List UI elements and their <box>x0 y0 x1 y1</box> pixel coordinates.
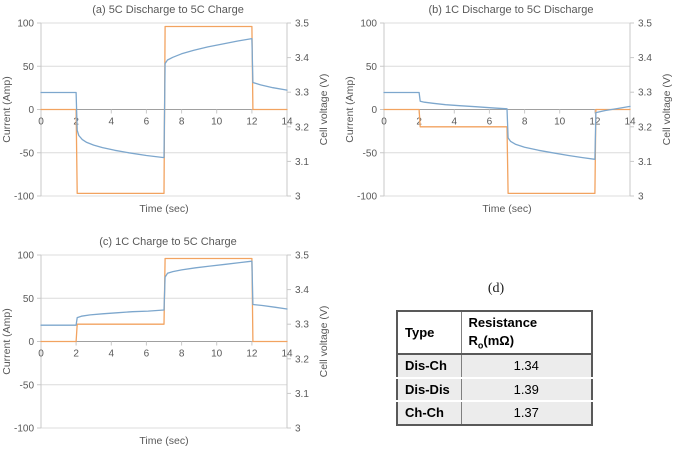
chart-panel-c: 100 50 0 -50 -100 3.5 3.4 3.3 3.2 3.1 3 0 2 4 6 8 10 12 14… <box>0 232 342 454</box>
x-tick-label: 14 <box>624 117 636 128</box>
right-tick-label: 3.4 <box>295 53 309 64</box>
left-tick-label: 0 <box>28 105 34 116</box>
x-tick-label: 4 <box>109 117 115 128</box>
left-tick-label: 100 <box>17 19 34 30</box>
right-tick-label: 3 <box>638 192 644 203</box>
left-tick-label: -100 <box>14 192 34 203</box>
left-tick-label: 50 <box>23 62 35 73</box>
x-tick-label: 12 <box>246 349 258 360</box>
left-tick-label: 0 <box>28 337 34 348</box>
x-tick-label: 8 <box>179 117 185 128</box>
chart-title: (b) 1C Discharge to 5C Discharge <box>428 4 593 16</box>
right-tick-label: 3.2 <box>295 122 309 133</box>
left-tick-label: -50 <box>20 380 35 391</box>
table-caption: (d) <box>487 281 505 296</box>
left-tick-label: -50 <box>20 148 35 159</box>
left-tick-label: -100 <box>357 192 377 203</box>
resistance-table: Type Resistance Ro(mΩ) Dis-Ch 1.34 Dis-D… <box>396 310 593 426</box>
left-tick-label: -100 <box>14 424 34 435</box>
row-label: Dis-Ch <box>405 358 447 374</box>
x-tick-label: 4 <box>109 349 115 360</box>
right-tick-label: 3 <box>295 424 301 435</box>
x-tick-label: 12 <box>246 117 258 128</box>
x-tick-label: 8 <box>522 117 528 128</box>
voltage-series <box>40 260 288 326</box>
right-tick-label: 3.3 <box>638 88 652 99</box>
x-tick-label: 6 <box>144 349 150 360</box>
left-tick-label: 50 <box>23 294 35 305</box>
right-axis-title: Cell voltage (V) <box>318 306 330 378</box>
right-axis-title: Cell voltage (V) <box>318 74 330 146</box>
resistance-header-subscript: o <box>477 340 484 351</box>
col-header-type: Type <box>397 311 461 356</box>
left-axis-title: Current (Amp) <box>1 308 13 375</box>
x-tick-label: 8 <box>179 349 185 360</box>
voltage-series <box>383 91 631 160</box>
right-tick-label: 3.3 <box>295 88 309 99</box>
x-tick-label: 0 <box>381 117 387 128</box>
chart-title: (c) 1C Charge to 5C Charge <box>99 236 237 248</box>
right-tick-label: 3.4 <box>295 285 309 296</box>
table-row: Ch-Ch 1.37 <box>397 400 592 425</box>
left-axis-title: Current (Amp) <box>344 76 356 143</box>
right-tick-label: 3 <box>295 192 301 203</box>
row-value: 1.39 <box>460 376 592 402</box>
voltage-series <box>40 37 288 159</box>
right-axis-title: Cell voltage (V) <box>661 74 673 146</box>
right-tick-label: 3.4 <box>638 53 652 64</box>
right-tick-label: 3.3 <box>295 320 309 331</box>
table-panel-d: (d) Type Resistance Ro(mΩ) Dis-Ch 1.34 D… <box>396 281 596 426</box>
table-header-row: Type Resistance Ro(mΩ) <box>397 311 592 356</box>
x-tick-label: 10 <box>211 349 223 360</box>
x-tick-label: 0 <box>38 349 44 360</box>
chart-title: (a) 5C Discharge to 5C Charge <box>92 4 244 16</box>
right-tick-label: 3.2 <box>295 354 309 365</box>
table-row: Dis-Ch 1.34 <box>397 354 592 378</box>
x-axis-title: Time (sec) <box>139 203 188 215</box>
x-tick-label: 14 <box>281 117 293 128</box>
row-value: 1.37 <box>460 400 592 425</box>
left-tick-label: 0 <box>371 105 377 116</box>
right-tick-label: 3.1 <box>295 389 309 400</box>
row-value: 1.34 <box>460 354 592 378</box>
right-tick-label: 3.1 <box>638 157 652 168</box>
left-tick-label: 100 <box>17 251 34 262</box>
x-tick-label: 14 <box>281 349 293 360</box>
x-tick-label: 2 <box>73 349 79 360</box>
chart-panel-b: 100 50 0 -50 -100 3.5 3.4 3.3 3.2 3.1 3 0 2 4 6 8 10 12 14… <box>343 0 685 222</box>
right-tick-label: 3.5 <box>295 251 309 262</box>
row-label: Dis-Dis <box>397 376 461 402</box>
left-tick-label: 100 <box>360 19 377 30</box>
x-tick-label: 6 <box>487 117 493 128</box>
resistance-header-unit: (mΩ) <box>483 332 515 348</box>
right-tick-label: 3.5 <box>295 19 309 30</box>
right-tick-label: 3.1 <box>295 157 309 168</box>
chart-c-svg: 100 50 0 -50 -100 3.5 3.4 3.3 3.2 3.1 3 0 2 4 6 8 10 12 14… <box>1 236 330 447</box>
col-header-resistance: Resistance Ro(mΩ) <box>460 311 592 356</box>
x-tick-label: 0 <box>38 117 44 128</box>
right-tick-label: 3.5 <box>638 19 652 30</box>
row-label: Ch-Ch <box>397 400 461 425</box>
left-tick-label: 50 <box>366 62 378 73</box>
chart-panel-a: 100 50 0 -50 -100 3.5 3.4 3.3 3.2 3.1 3 0 2 4 6 8 10 12 14… <box>0 0 342 222</box>
x-axis-title: Time (sec) <box>482 203 531 215</box>
left-tick-label: -50 <box>363 148 378 159</box>
right-tick-label: 3.2 <box>638 122 652 133</box>
x-tick-label: 4 <box>452 117 458 128</box>
left-axis-title: Current (Amp) <box>1 76 13 143</box>
x-tick-label: 6 <box>144 117 150 128</box>
table-row: Dis-Dis 1.39 <box>397 376 592 402</box>
x-tick-label: 10 <box>211 117 223 128</box>
resistance-header-text: Resistance R <box>468 315 538 348</box>
x-tick-label: 10 <box>554 117 566 128</box>
x-axis-title: Time (sec) <box>139 435 188 447</box>
